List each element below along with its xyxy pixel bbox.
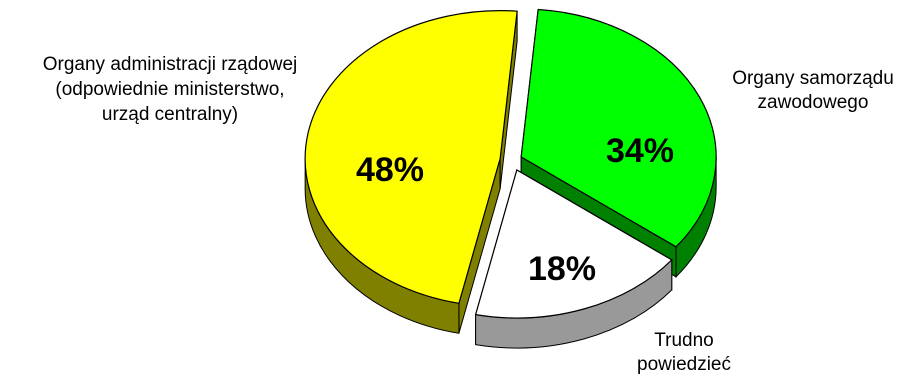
slice-category-label-line: Trudno: [654, 330, 714, 351]
slice-category-label-line: Organy administracji rządowej: [43, 54, 298, 75]
slice-category-label-line: urząd centralny): [102, 104, 238, 125]
slice-value-label: 34%: [606, 132, 674, 170]
slice-category-label: Trudno powiedzieć: [637, 330, 731, 375]
slice-category-label-line: (odpowiednie ministerstwo,: [55, 79, 284, 100]
slice-category-label-line: powiedzieć: [637, 354, 731, 375]
slice-category-label-line: zawodowego: [758, 92, 869, 113]
slice-category-label: Organy samorządu zawodowego: [732, 68, 894, 113]
slice-category-label-line: Organy samorządu: [732, 68, 894, 89]
slice-category-label: Organy administracji rządowej (odpowiedni…: [43, 54, 298, 125]
slice-value-label: 18%: [528, 250, 596, 288]
slice-value-label: 48%: [356, 151, 424, 189]
